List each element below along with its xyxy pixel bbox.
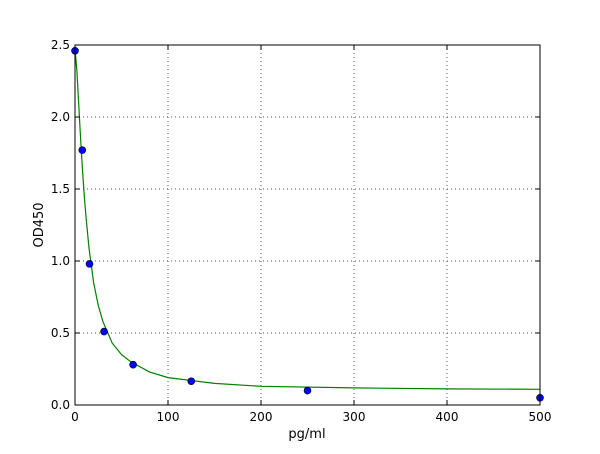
- data-point: [303, 386, 312, 395]
- plot-frame: [74, 44, 541, 406]
- x-tick-label: 200: [250, 410, 273, 424]
- y-tick-label: 0.5: [51, 326, 70, 340]
- x-tick-label: 300: [343, 410, 366, 424]
- data-point: [187, 377, 196, 386]
- y-axis-label: OD450: [32, 202, 47, 247]
- y-tick-label: 0.0: [51, 398, 70, 412]
- data-point: [85, 260, 94, 268]
- y-tick-label: 2.5: [51, 38, 70, 52]
- y-tick-label: 2.0: [51, 110, 70, 124]
- y-tick-label: 1.0: [51, 254, 70, 268]
- ticks: 0 100 200 300 400 500 0.0 0.5 1.0 1.5 2.0 2.5: [51, 38, 552, 424]
- fit-curve-layer: [74, 49, 541, 390]
- data-point: [78, 146, 87, 154]
- x-tick-label: 0: [71, 410, 79, 424]
- y-tick-label: 1.5: [51, 182, 70, 196]
- points-layer: [71, 46, 544, 402]
- grid: [74, 44, 541, 406]
- x-tick-label: 400: [436, 410, 459, 424]
- data-point: [100, 327, 108, 336]
- data-point: [129, 360, 137, 369]
- fit-curve: [74, 49, 541, 390]
- x-tick-label: 100: [157, 410, 180, 424]
- x-axis-label: pg/ml: [288, 427, 325, 442]
- x-tick-label: 500: [529, 410, 552, 424]
